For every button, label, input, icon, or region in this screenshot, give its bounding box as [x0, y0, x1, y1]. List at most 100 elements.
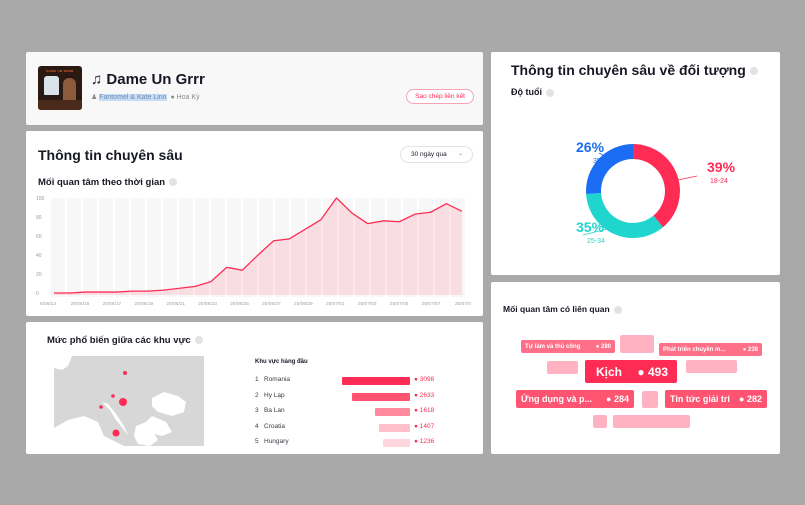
- map-dot-hy-lạp[interactable]: [112, 429, 120, 437]
- x-tick-label: 25/06/23: [198, 301, 217, 307]
- data-point[interactable]: [351, 212, 354, 215]
- region-bar: [379, 423, 410, 432]
- data-point[interactable]: [162, 289, 165, 292]
- age-title: Độ tuổi: [511, 87, 554, 97]
- grid-column: [419, 198, 433, 297]
- data-point[interactable]: [413, 213, 416, 216]
- artist-link[interactable]: Fantomel & Kate Linn: [99, 94, 167, 101]
- map-sea-north: [54, 356, 72, 370]
- period-selected-value: 30 ngày qua: [411, 151, 447, 158]
- related-tag-diy[interactable]: Tự làm và thủ công ● 280: [521, 340, 615, 353]
- user-icon: ♟: [91, 94, 98, 101]
- region-row[interactable]: 2 Hy Lạp ● 2633: [255, 391, 465, 403]
- flame-icon: ●: [742, 346, 747, 353]
- data-point[interactable]: [398, 220, 401, 223]
- grid-column: [51, 198, 65, 297]
- data-point[interactable]: [304, 228, 307, 231]
- region-rank: 2: [255, 391, 259, 399]
- help-icon[interactable]: [169, 178, 178, 187]
- x-tick-label: 25/06/21: [166, 301, 185, 307]
- flame-icon: ●: [606, 394, 612, 404]
- data-point[interactable]: [445, 202, 448, 205]
- cover-ghost-figure: [44, 76, 59, 95]
- grid-column: [275, 198, 289, 297]
- tag-score: 284: [613, 394, 629, 404]
- data-point[interactable]: [147, 290, 150, 293]
- help-icon[interactable]: [546, 88, 554, 97]
- donut-slice-18-24[interactable]: [633, 144, 680, 228]
- data-point[interactable]: [429, 211, 432, 214]
- related-tag-apps[interactable]: Ứng dụng và p... ● 284: [516, 390, 634, 408]
- help-icon[interactable]: [749, 67, 758, 76]
- region-popularity-title: Mức phổ biến giữa các khu vực: [47, 335, 203, 346]
- help-icon[interactable]: [194, 336, 203, 345]
- data-point[interactable]: [194, 285, 197, 288]
- data-point[interactable]: [84, 291, 87, 294]
- album-cover-image: DAME UN GRRR: [38, 66, 82, 110]
- tag-label: Ứng dụng và p...: [521, 394, 592, 404]
- data-point[interactable]: [241, 269, 244, 272]
- region-row[interactable]: 5 Hungary ● 1236: [255, 437, 465, 449]
- age-percent-label: 39%: [707, 159, 736, 175]
- region-name: Hungary: [264, 438, 289, 445]
- related-tag-kich[interactable]: Kịch ● 493: [585, 360, 677, 383]
- region-row[interactable]: 4 Croatia ● 1407: [255, 422, 465, 434]
- data-point[interactable]: [257, 254, 260, 257]
- related-interests-title-text: Mối quan tâm có liên quan: [503, 304, 610, 314]
- x-tick-label: 25/06/25: [230, 301, 249, 307]
- donut-slice-25-34[interactable]: [586, 193, 663, 238]
- data-point[interactable]: [272, 239, 275, 242]
- data-point[interactable]: [335, 197, 338, 200]
- flame-icon: ●: [595, 343, 600, 350]
- donut-slice-35+[interactable]: [586, 144, 633, 194]
- data-point[interactable]: [382, 219, 385, 222]
- data-point[interactable]: [68, 292, 71, 295]
- period-dropdown[interactable]: 30 ngày qua ⌄: [400, 146, 473, 163]
- data-point[interactable]: [209, 280, 212, 283]
- europe-map-svg: [54, 356, 186, 446]
- ghost-tag: [613, 415, 690, 428]
- region-map[interactable]: [54, 356, 204, 446]
- copy-link-button[interactable]: Sao chép liên kết: [406, 89, 474, 104]
- series-line: [54, 197, 463, 294]
- region-popularity-card: Mức phổ biến giữa các khu vực Khu vực hà…: [26, 322, 483, 454]
- map-dot-ba-lan[interactable]: [123, 371, 127, 375]
- region-row[interactable]: 1 Romania ● 3098: [255, 375, 465, 387]
- grid-column: [323, 198, 337, 297]
- map-dot-hungary[interactable]: [99, 405, 103, 409]
- age-percent-label: 35%: [576, 219, 605, 235]
- region-value: ● 3098: [414, 376, 435, 383]
- data-point[interactable]: [319, 218, 322, 221]
- related-interests-title: Mối quan tâm có liên quan: [503, 304, 622, 314]
- data-point[interactable]: [100, 291, 103, 294]
- data-point[interactable]: [53, 292, 56, 295]
- map-dot-croatia[interactable]: [111, 394, 115, 398]
- data-point[interactable]: [461, 210, 464, 213]
- related-tag-professional-dev[interactable]: Phát triển chuyên m... ● 238: [659, 343, 762, 356]
- region-row[interactable]: 3 Ba Lan ● 1618: [255, 406, 465, 418]
- data-point[interactable]: [288, 237, 291, 240]
- x-tick-label: 25/06/15: [71, 301, 90, 307]
- related-tag-entertainment-news[interactable]: Tin tức giải trí ● 282: [665, 390, 767, 408]
- grid-column: [131, 198, 145, 297]
- help-icon[interactable]: [613, 305, 622, 314]
- grid-column: [451, 198, 465, 297]
- y-tick-label: 60: [36, 234, 42, 240]
- map-dot-romania[interactable]: [119, 398, 127, 406]
- grid-column: [227, 198, 241, 297]
- tag-label: Kịch: [596, 364, 623, 379]
- related-interests-card: Mối quan tâm có liên quan Kịch ● 493 Ứng…: [491, 282, 780, 454]
- data-point[interactable]: [366, 222, 369, 225]
- data-point[interactable]: [178, 287, 181, 290]
- data-point[interactable]: [225, 266, 228, 269]
- x-tick-label: 25/07/07: [422, 301, 441, 307]
- age-percent-label: 26%: [576, 139, 605, 155]
- cover-person-figure: [63, 78, 76, 104]
- region-rank: 5: [255, 438, 259, 445]
- cover-floor: [38, 100, 82, 110]
- interest-over-time-title-text: Mối quan tâm theo thời gian: [38, 177, 166, 188]
- area-fill: [54, 198, 462, 295]
- song-title-text: Dame Un Grrr: [106, 71, 205, 88]
- data-point[interactable]: [115, 291, 118, 294]
- data-point[interactable]: [131, 290, 134, 293]
